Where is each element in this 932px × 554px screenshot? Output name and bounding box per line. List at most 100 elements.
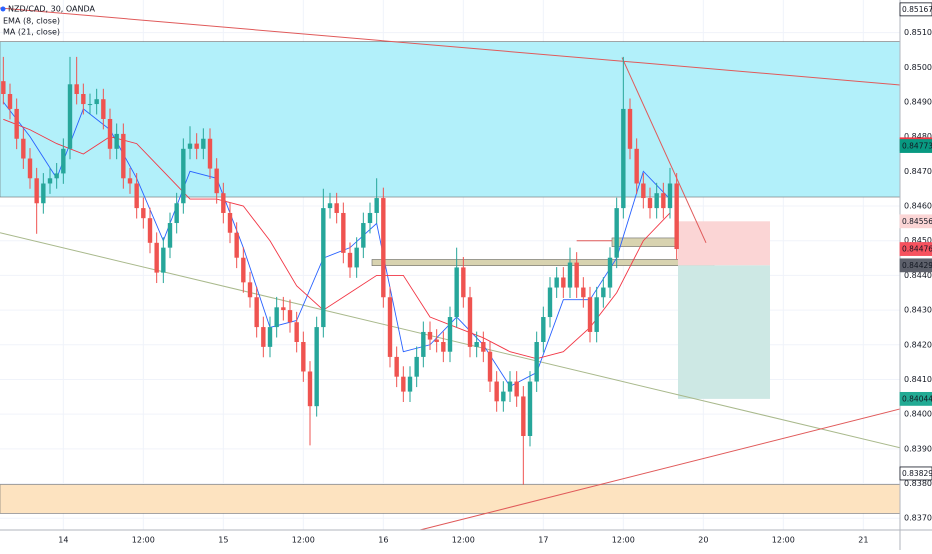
trendline bbox=[419, 408, 901, 531]
candle-body bbox=[67, 84, 73, 149]
candle-body bbox=[114, 133, 119, 149]
x-tick-label: 12:00 bbox=[292, 536, 315, 545]
price-tag bbox=[899, 242, 932, 256]
x-tick-label: 12:00 bbox=[132, 536, 155, 545]
candle-body bbox=[34, 178, 39, 204]
candle-body bbox=[241, 257, 246, 283]
x-tick-label: 17 bbox=[538, 536, 548, 545]
candle-body bbox=[121, 133, 126, 179]
zone bbox=[0, 41, 901, 198]
candle-body bbox=[274, 307, 279, 328]
candle-body bbox=[201, 138, 206, 149]
candle-body bbox=[154, 242, 159, 273]
candle-body bbox=[534, 342, 539, 382]
candle-body bbox=[261, 327, 266, 347]
candle-body bbox=[467, 297, 473, 347]
candle-body bbox=[334, 203, 339, 213]
candle-body bbox=[587, 297, 593, 332]
position-profit bbox=[678, 265, 770, 399]
candle-body bbox=[521, 396, 526, 437]
candle-body bbox=[341, 212, 346, 253]
candle-body bbox=[74, 84, 79, 94]
candle-body bbox=[194, 143, 199, 149]
candle-body bbox=[14, 108, 19, 139]
price-tag-label: 0.84044 bbox=[902, 394, 932, 403]
price-tag bbox=[899, 2, 932, 17]
candle-body bbox=[221, 193, 226, 213]
price-tag bbox=[899, 391, 932, 406]
candle-body bbox=[514, 381, 519, 397]
candle-body bbox=[47, 178, 53, 184]
candle-body bbox=[134, 183, 139, 209]
symbol-icon bbox=[0, 6, 6, 12]
candle-body bbox=[381, 198, 386, 298]
candle-body bbox=[21, 138, 26, 159]
candle-body bbox=[307, 371, 313, 407]
price-tag-label: 0.83829 bbox=[902, 469, 932, 478]
candle-body bbox=[547, 287, 553, 318]
candle-body bbox=[654, 193, 659, 209]
candle-body bbox=[94, 99, 99, 105]
zone bbox=[371, 259, 715, 266]
candle-body bbox=[41, 183, 46, 204]
price-tag-label: 0.84773 bbox=[902, 142, 932, 151]
candle-body bbox=[234, 232, 239, 258]
y-tick-label: 0.85100 bbox=[904, 28, 932, 37]
candle-body bbox=[207, 138, 213, 169]
candle-body bbox=[421, 331, 426, 357]
candle-body bbox=[187, 143, 193, 149]
candle-body bbox=[541, 317, 546, 343]
candle-body bbox=[627, 108, 633, 149]
candle-body bbox=[247, 282, 253, 298]
indicator-line bbox=[3, 118, 671, 360]
price-tag-label: 0.85167 bbox=[902, 5, 932, 14]
candle-body bbox=[614, 208, 619, 258]
candle-body bbox=[634, 148, 639, 184]
candle-body bbox=[441, 342, 446, 352]
candle-body bbox=[347, 252, 353, 268]
candle-body bbox=[327, 203, 333, 209]
price-tag-label: 0.84556 bbox=[902, 217, 932, 226]
chart-title: NZD/CAD, 30, OANDA bbox=[8, 5, 96, 14]
zone bbox=[0, 484, 901, 514]
price-tag bbox=[899, 139, 932, 153]
candle-body bbox=[227, 212, 233, 233]
candle-body bbox=[301, 342, 306, 372]
candle-body bbox=[147, 218, 153, 243]
candle-body bbox=[174, 203, 179, 224]
candle-body bbox=[294, 322, 299, 343]
candle-body bbox=[281, 307, 286, 311]
candle-body bbox=[554, 277, 559, 288]
x-tick-label: 12:00 bbox=[772, 536, 795, 545]
legend-label: EMA (8, close) bbox=[3, 17, 60, 26]
candle-body bbox=[181, 148, 186, 204]
candle-body bbox=[407, 376, 413, 392]
candle-body bbox=[7, 93, 13, 109]
candle-body bbox=[387, 297, 393, 357]
candle-body bbox=[447, 317, 453, 352]
candle-body bbox=[141, 208, 146, 219]
candle-body bbox=[101, 99, 106, 119]
candle-body bbox=[61, 148, 66, 174]
candle-body bbox=[81, 93, 86, 105]
x-tick-label: 12:00 bbox=[452, 536, 475, 545]
candle-body bbox=[434, 339, 439, 343]
price-tag bbox=[899, 214, 932, 229]
trendline bbox=[0, 7, 901, 86]
candle-body bbox=[674, 183, 679, 250]
candle-body bbox=[487, 351, 493, 382]
candle-body bbox=[461, 267, 466, 298]
candle-body bbox=[641, 183, 646, 199]
